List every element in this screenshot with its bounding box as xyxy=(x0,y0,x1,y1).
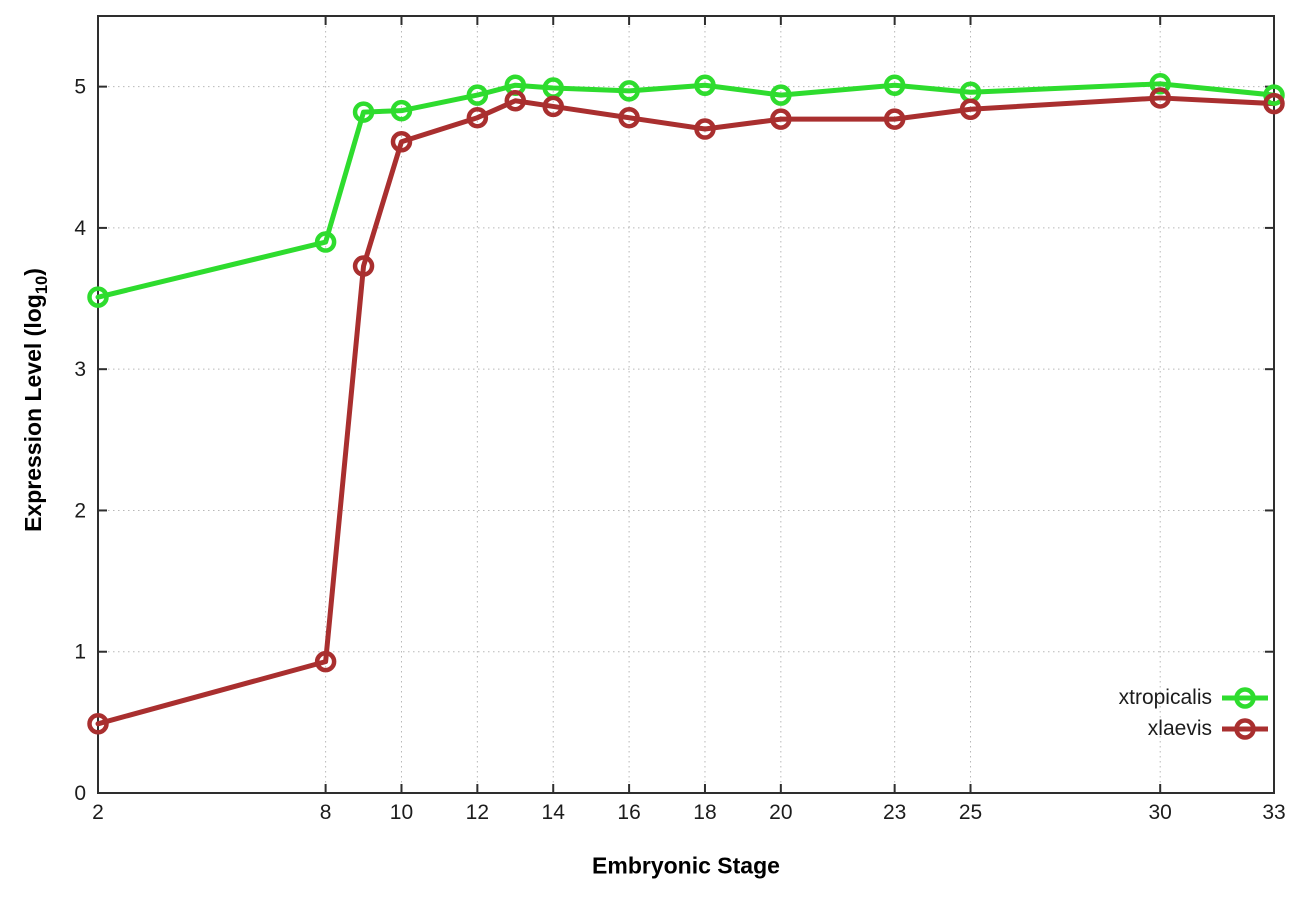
y-axis-title-text: Expression Level (log xyxy=(20,294,47,532)
x-tick-label: 23 xyxy=(883,801,906,824)
marker-xtropicalis xyxy=(466,84,489,106)
marker-xlaevis xyxy=(466,106,489,129)
marker-xtropicalis xyxy=(1149,73,1171,95)
y-axis-title-close: ) xyxy=(20,268,47,276)
marker-xlaevis xyxy=(883,108,906,130)
marker-xtropicalis xyxy=(618,80,640,102)
marker-xlaevis xyxy=(504,90,527,112)
y-tick-label: 3 xyxy=(74,358,86,381)
x-tick-label: 20 xyxy=(769,801,792,824)
x-tick-label: 12 xyxy=(466,801,489,824)
y-tick-label: 1 xyxy=(74,641,86,664)
y-axis-title: Expression Level (log10) xyxy=(20,268,52,532)
marker-xlaevis xyxy=(694,118,716,140)
x-tick-label: 18 xyxy=(693,801,716,824)
marker-xtropicalis xyxy=(390,99,413,122)
legend-marker-xtropicalis xyxy=(1222,687,1268,709)
legend-item-xlaevis: xlaevis xyxy=(1148,715,1270,743)
marker-xlaevis xyxy=(618,106,640,129)
x-tick-label: 16 xyxy=(617,801,640,824)
legend: xtropicalis xlaevis xyxy=(1119,684,1270,743)
marker-xtropicalis xyxy=(1263,84,1285,106)
x-tick-label: 30 xyxy=(1149,801,1172,824)
marker-xlaevis xyxy=(352,255,375,277)
marker-xtropicalis xyxy=(694,74,716,96)
marker-xlaevis xyxy=(1149,87,1171,109)
x-tick-label: 2 xyxy=(92,801,104,824)
marker-xtropicalis xyxy=(770,84,792,106)
x-tick-label: 14 xyxy=(542,801,566,824)
x-tick-label: 10 xyxy=(390,801,413,824)
marker-xtropicalis xyxy=(87,286,109,308)
marker-xtropicalis xyxy=(352,101,375,123)
marker-xlaevis xyxy=(314,650,337,673)
y-tick-label: 4 xyxy=(74,217,86,240)
x-tick-label: 8 xyxy=(320,801,332,824)
x-tick-label: 25 xyxy=(959,801,982,824)
marker-xlaevis xyxy=(1263,92,1285,115)
legend-label-xtropicalis: xtropicalis xyxy=(1118,686,1212,709)
plot-border xyxy=(97,15,1275,794)
marker-xlaevis xyxy=(770,108,792,130)
marker-xtropicalis xyxy=(883,74,906,96)
x-tick-label: 33 xyxy=(1262,801,1285,824)
marker-xlaevis xyxy=(959,98,982,120)
series-line-xlaevis xyxy=(95,95,1277,727)
series-line-xtropicalis xyxy=(95,81,1277,300)
legend-marker-xlaevis xyxy=(1222,718,1268,740)
y-tick-label: 0 xyxy=(74,782,86,805)
y-tick-label: 2 xyxy=(74,499,86,522)
marker-xlaevis xyxy=(542,95,564,118)
x-axis-title: Embryonic Stage xyxy=(592,852,780,879)
marker-xtropicalis xyxy=(314,231,337,253)
legend-label-xlaevis: xlaevis xyxy=(1147,717,1212,740)
marker-xlaevis xyxy=(87,713,109,735)
marker-xlaevis xyxy=(390,130,413,153)
y-axis-title-subscript: 10 xyxy=(31,275,51,295)
y-tick-label: 5 xyxy=(74,76,86,99)
legend-item-xtropicalis: xtropicalis xyxy=(1119,684,1270,712)
